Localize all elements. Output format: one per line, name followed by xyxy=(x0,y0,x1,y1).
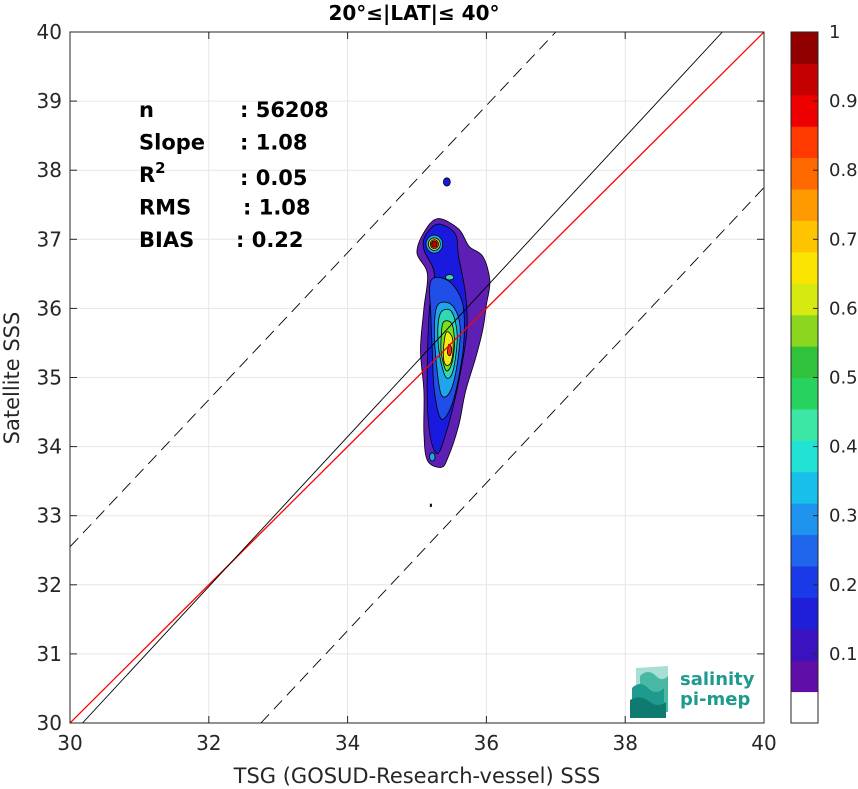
colorbar-segment-20 xyxy=(791,63,818,96)
line-lower xyxy=(260,187,764,723)
line-fit xyxy=(82,32,723,723)
colorbar-segment-19 xyxy=(791,94,818,127)
colorbar-segment-4 xyxy=(791,565,818,598)
colorbar-tick-label-4: 0.5 xyxy=(829,368,858,389)
x-axis-label: TSG (GOSUD-Research-vessel) SSS xyxy=(233,764,601,788)
stat-label-slope: Slope xyxy=(139,131,205,155)
x-tick-label-2: 34 xyxy=(335,731,360,755)
stat-label-bias: BIAS xyxy=(139,228,194,252)
chart-title: 20°≤|LAT|≤ 40° xyxy=(328,1,499,25)
stat-value-rms: : 1.08 xyxy=(243,196,311,220)
colorbar-segment-1 xyxy=(791,660,818,693)
colorbar-tick-label-6: 0.7 xyxy=(829,229,858,250)
x-tick-label-4: 38 xyxy=(612,731,637,755)
colorbar-segment-21 xyxy=(791,32,818,64)
colorbar-tick-label-9: 1 xyxy=(829,22,840,43)
colorbar-segment-18 xyxy=(791,126,818,159)
colorbar-tick-label-7: 0.8 xyxy=(829,160,858,181)
y-tick-label-10: 40 xyxy=(37,20,62,44)
logo-text-salinity: salinity xyxy=(680,669,755,690)
y-tick-label-6: 36 xyxy=(37,296,62,320)
colorbar-tick-label-5: 0.6 xyxy=(829,298,858,319)
colorbar-tick-label-1: 0.2 xyxy=(829,575,858,596)
colorbar-tick-label-3: 0.4 xyxy=(829,437,858,458)
x-tick-label-3: 36 xyxy=(474,731,499,755)
colorbar-segment-11 xyxy=(791,346,818,378)
colorbar-segment-3 xyxy=(791,597,818,630)
grid-lines xyxy=(69,31,765,724)
line-identity xyxy=(70,32,764,723)
stat-value-r: : 0.05 xyxy=(240,166,308,190)
stat-value-n: : 56208 xyxy=(240,98,329,122)
y-tick-label-8: 38 xyxy=(37,158,62,182)
colorbar-segment-7 xyxy=(791,471,818,504)
y-tick-label-5: 35 xyxy=(37,366,62,390)
density-spot-1-0 xyxy=(445,274,455,281)
wave-logo-icon xyxy=(630,666,668,718)
axis-ticks: 30 32 34 36 38 40 30 31 32 33 34 35 36 37 38 39 40 xyxy=(37,20,777,755)
colorbar-tick-label-2: 0.3 xyxy=(829,506,858,527)
y-tick-label-9: 39 xyxy=(37,89,62,113)
y-axis-label: Satellite SSS xyxy=(0,312,24,445)
stat-label-rms: RMS xyxy=(139,196,191,220)
x-tick-label-5: 40 xyxy=(751,731,776,755)
density-spot-3-0 xyxy=(442,177,451,187)
colorbar-segment-5 xyxy=(791,534,818,567)
y-tick-label-7: 37 xyxy=(37,227,62,251)
colorbar-segment-8 xyxy=(791,440,818,473)
salinity-pi-mep-logo: salinity pi-mep xyxy=(630,666,755,718)
colorbar-segment-6 xyxy=(791,503,818,536)
colorbar-segment-16 xyxy=(791,189,818,221)
colorbar-tick-label-0: 0.1 xyxy=(829,644,858,665)
y-tick-label-4: 34 xyxy=(37,435,62,459)
y-tick-label-0: 30 xyxy=(37,711,62,735)
x-tick-label-1: 32 xyxy=(196,731,221,755)
colorbar-tick-label-8: 0.9 xyxy=(829,91,858,112)
colorbar-segment-13 xyxy=(791,283,818,316)
logo-text-pi-mep: pi-mep xyxy=(680,689,750,710)
colorbar-segment-14 xyxy=(791,251,818,284)
reference-lines xyxy=(70,32,764,723)
colorbar: 0.1 0.2 0.3 0.4 0.5 0.6 0.7 0.8 0.9 1 xyxy=(790,22,858,724)
colorbar-segment-12 xyxy=(791,314,818,347)
density-spot-2-0 xyxy=(429,452,436,462)
colorbar-segment-10 xyxy=(791,377,818,410)
colorbar-segment-0 xyxy=(791,691,818,724)
colorbar-segment-9 xyxy=(791,408,818,441)
y-tick-label-3: 33 xyxy=(37,504,62,528)
density-contour-7 xyxy=(447,343,453,357)
stat-label-n: n xyxy=(139,98,154,122)
colorbar-segment-17 xyxy=(791,157,818,190)
x-tick-label-0: 30 xyxy=(57,731,82,755)
density-spot-0-3 xyxy=(431,240,438,248)
line-upper xyxy=(70,32,557,548)
colorbar-segment-2 xyxy=(791,628,818,661)
y-tick-label-2: 32 xyxy=(37,573,62,597)
colorbar-segment-15 xyxy=(791,220,818,253)
density-spot-4-0 xyxy=(429,503,432,508)
stat-value-bias: : 0.22 xyxy=(236,228,304,252)
stat-value-slope: : 1.08 xyxy=(240,131,308,155)
y-tick-label-1: 31 xyxy=(37,642,62,666)
